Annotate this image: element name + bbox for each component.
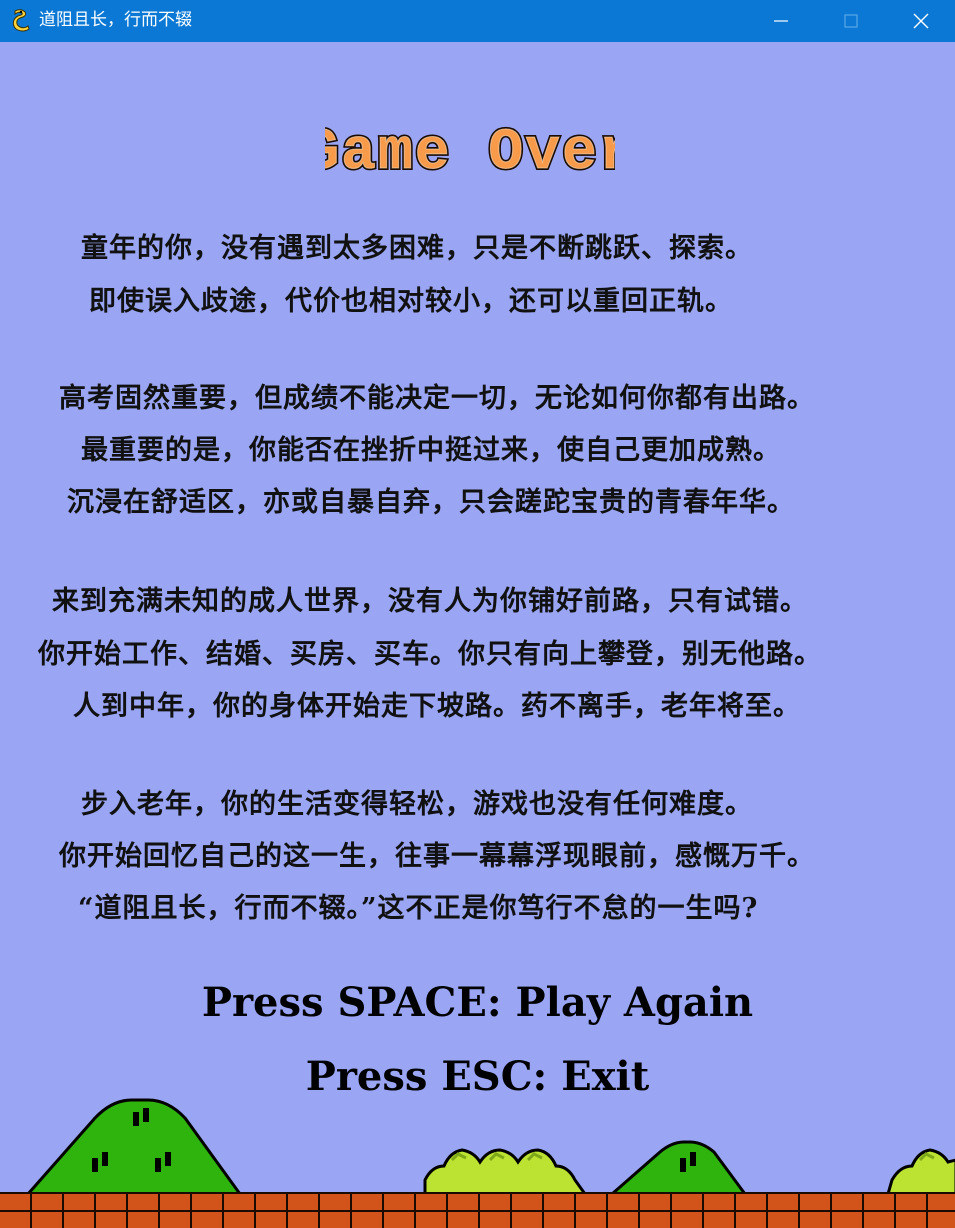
- story-line: 童年的你，没有遇到太多困难，只是不断跳跃、探索。: [81, 233, 753, 264]
- close-icon: [913, 13, 929, 29]
- minimize-button[interactable]: [746, 0, 816, 42]
- story-line: 即使误入歧途，代价也相对较小，还可以重回正轨。: [89, 286, 733, 317]
- story-line: 沉浸在舒适区，亦或自暴自弃，只会蹉跎宝贵的青春年华。: [67, 487, 795, 518]
- small-hill: [608, 1140, 748, 1196]
- play-again-prompt: Press SPACE: Play Again: [201, 979, 754, 1026]
- story-line: 步入老年，你的生活变得轻松，游戏也没有任何难度。: [81, 789, 753, 820]
- scenery: [24, 1098, 955, 1196]
- story-line: “道阻且长，行而不辍。”这不正是你笃行不怠的一生吗?: [78, 893, 759, 924]
- story-line: 最重要的是，你能否在挫折中挺过来，使自己更加成熟。: [81, 435, 781, 466]
- big-hill: [24, 1098, 243, 1196]
- game-over-logo: Game Over Game Over: [325, 119, 615, 184]
- story-line: 你开始回忆自己的这一生，往事一幕幕浮现眼前，感慨万千。: [59, 841, 815, 872]
- bush-center: [423, 1148, 588, 1196]
- minimize-icon: [774, 20, 788, 22]
- exit-prompt: Press ESC: Exit: [305, 1053, 650, 1100]
- game-over-logo-highlight: Game Over: [325, 121, 615, 184]
- window-title: 道阻且长，行而不辍: [39, 10, 192, 30]
- close-button[interactable]: [886, 0, 955, 42]
- game-over-logo-text: Game Over: [325, 121, 615, 184]
- window-titlebar[interactable]: 道阻且长，行而不辍: [0, 0, 955, 42]
- maximize-button[interactable]: [816, 0, 886, 42]
- story-line: 高考固然重要，但成绩不能决定一切，无论如何你都有出路。: [59, 383, 815, 414]
- brick-ground: [0, 1192, 955, 1228]
- python-snake-icon: [9, 8, 33, 32]
- story-line: 你开始工作、结婚、买房、买车。你只有向上攀登，别无他路。: [38, 639, 822, 670]
- game-canvas[interactable]: Game Over Game Over 童年的你，没有遇到太多困难，只是不断跳跃…: [0, 42, 955, 1228]
- bush-right: [886, 1148, 955, 1196]
- story-line: 来到充满未知的成人世界，没有人为你铺好前路，只有试错。: [52, 586, 808, 617]
- maximize-icon: [844, 14, 858, 28]
- story-line: 人到中年，你的身体开始走下坡路。药不离手，老年将至。: [73, 691, 801, 722]
